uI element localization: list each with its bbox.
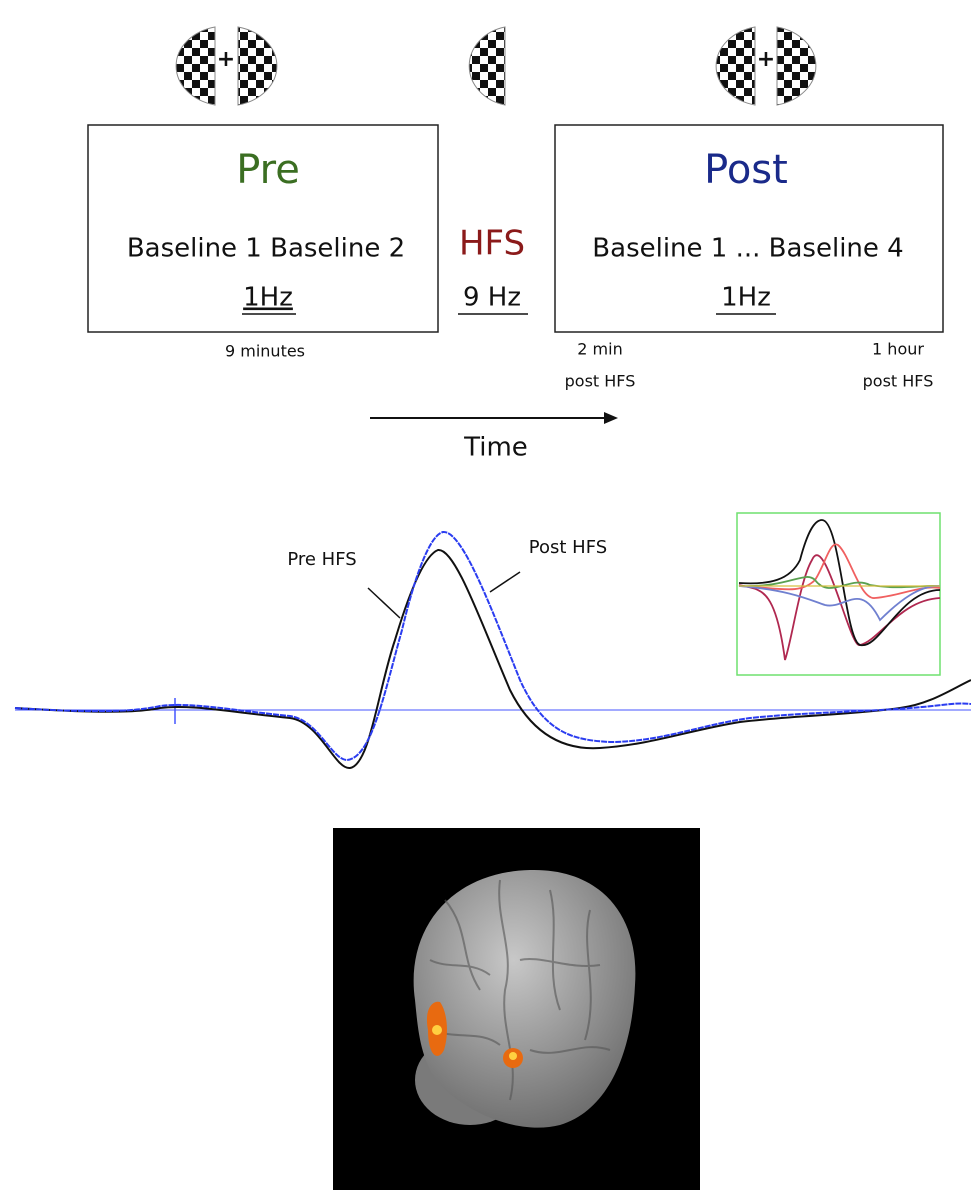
pre-baselines: Baseline 1 Baseline 2 [127, 234, 405, 264]
post-baselines: Baseline 1 ... Baseline 4 [592, 234, 903, 264]
pre-frequency: 1Hz [243, 283, 293, 313]
time-label: Time [463, 433, 528, 463]
post-end: post HFS [863, 372, 934, 391]
fixation-cross: + [217, 47, 235, 72]
post-title: Post [704, 147, 788, 193]
hfs-title: HFS [459, 224, 525, 264]
brain [414, 870, 636, 1128]
post-hfs-label: Post HFS [529, 537, 607, 558]
figure: + + Pre Baseline 1 Baseline 2 1Hz HFS 9 … [0, 0, 971, 1190]
pointer [368, 588, 400, 618]
arrow-head [604, 412, 618, 424]
inset-box [737, 513, 940, 675]
pre-hfs-label: Pre HFS [287, 549, 356, 570]
hfs-frequency: 9 Hz [463, 283, 521, 313]
post-start: post HFS [565, 372, 636, 391]
pre-duration: 9 minutes [225, 342, 305, 361]
pointer [490, 572, 520, 592]
page: + + Pre Baseline 1 Baseline 2 1Hz HFS 9 … [0, 0, 971, 1190]
stimulus-half [469, 27, 505, 105]
post-start: 2 min [577, 340, 622, 359]
post-frequency: 1Hz [721, 283, 771, 313]
pre-title: Pre [236, 147, 300, 193]
post-end: 1 hour [872, 340, 924, 359]
fixation-cross: + [757, 47, 775, 72]
